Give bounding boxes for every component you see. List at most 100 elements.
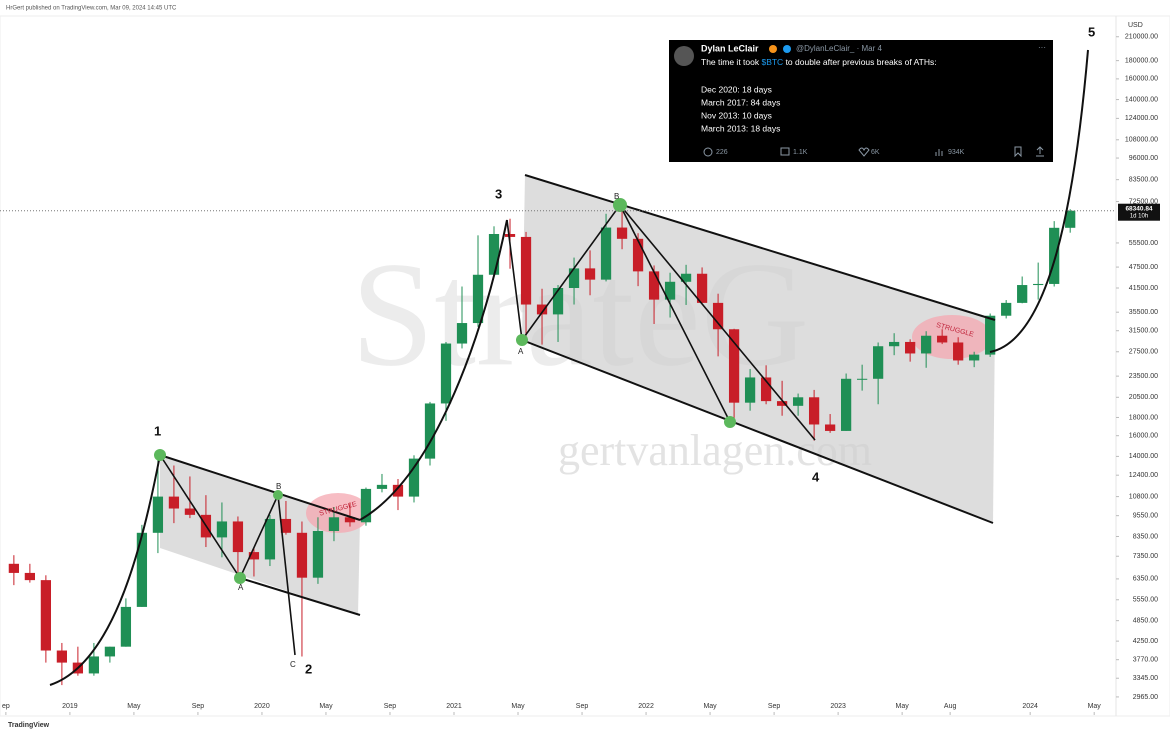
- candle-body: [8, 563, 19, 573]
- candle-body: [392, 484, 404, 497]
- struggle-zone: [912, 315, 992, 359]
- y-tick-label: 10800.00: [1129, 493, 1158, 500]
- candle-body: [344, 517, 356, 523]
- candle-body: [1065, 210, 1076, 228]
- tweet-line: March 2017: 84 days: [701, 97, 780, 107]
- x-tick-label: May: [896, 703, 910, 710]
- point-label: B: [276, 482, 281, 491]
- y-tick-label: 7350.00: [1133, 553, 1158, 560]
- candle-body: [889, 341, 900, 347]
- icon: [1036, 146, 1044, 157]
- point-label: C: [290, 660, 296, 669]
- y-tick-label: 18000.00: [1129, 414, 1158, 421]
- candle-body: [504, 234, 516, 237]
- candle-body: [696, 273, 708, 303]
- candle-body: [184, 508, 196, 515]
- frame: [0, 15, 1170, 717]
- tweet-card: Dylan LeClair @DylanLeClair_ · Mar 4 ···…: [669, 40, 1053, 162]
- candle-body: [360, 488, 372, 523]
- x-tick-label: 2022: [638, 703, 654, 710]
- candle-body: [312, 531, 324, 578]
- candle-body: [376, 484, 388, 489]
- candle-body: [152, 496, 164, 533]
- x-tick-label: Sep: [576, 703, 589, 710]
- y-tick-label: 6350.00: [1133, 576, 1158, 583]
- candle-body: [408, 458, 420, 497]
- candle-body: [56, 650, 68, 663]
- x-tick-label: 2021: [446, 703, 462, 710]
- y-tick-label: 16000.00: [1129, 433, 1158, 440]
- x-tick-label: 2023: [830, 703, 846, 710]
- candle-body: [296, 532, 308, 578]
- y-tick-label: 96000.00: [1129, 155, 1158, 162]
- y-tick-label: 72500.00: [1129, 198, 1158, 205]
- candle-body: [280, 518, 292, 533]
- candle-body: [808, 397, 820, 425]
- candle-body: [248, 552, 260, 560]
- candle-body: [1017, 285, 1028, 303]
- candle-body: [168, 496, 180, 509]
- tweet-line: Nov 2013: 10 days: [701, 110, 772, 120]
- x-tick-label: May: [1088, 703, 1102, 710]
- candle-body: [937, 335, 948, 343]
- y-tick-label: 4250.00: [1133, 638, 1158, 645]
- badge: [769, 45, 777, 53]
- y-tick-label: 2965.00: [1133, 694, 1158, 701]
- tweet-stat: 226: [716, 149, 728, 156]
- footer: TradingView: [8, 722, 50, 729]
- y-tick-label: 140000.00: [1125, 96, 1158, 103]
- badge: [783, 45, 791, 53]
- point-label: B: [614, 192, 619, 201]
- header: HrGert published on TradingView.com, Mar…: [6, 6, 177, 12]
- tweet-stat: 934K: [948, 149, 965, 156]
- x-tick-label: 2024: [1022, 703, 1038, 710]
- candle-body: [24, 572, 35, 581]
- wave-label: 2: [305, 661, 312, 676]
- icon: [703, 147, 713, 157]
- y-tick-label: 14000.00: [1129, 453, 1158, 460]
- x-tick-label: May: [703, 703, 717, 710]
- x-tick-label: May: [319, 703, 333, 710]
- candle-body: [776, 401, 788, 406]
- candle-body: [488, 234, 500, 275]
- candle-body: [440, 343, 452, 404]
- candle-body: [760, 377, 772, 402]
- candle-body: [520, 236, 532, 305]
- y-tick-label: 83500.00: [1129, 177, 1158, 184]
- candle-body: [568, 268, 580, 289]
- last-price-label: 68340.84: [1125, 205, 1152, 212]
- candle-body: [136, 532, 148, 607]
- y-tick-label: 20500.00: [1129, 394, 1158, 401]
- last-price-box: [1118, 203, 1160, 221]
- y-tick-label: 27500.00: [1129, 349, 1158, 356]
- candle-body: [88, 656, 100, 674]
- icon: [780, 147, 790, 156]
- candle-body: [969, 354, 980, 361]
- pivot-dots: [154, 198, 736, 584]
- candle-body: [648, 271, 660, 300]
- candle-body: [552, 288, 564, 315]
- y-tick-label: 124000.00: [1125, 115, 1158, 122]
- wave-label: 3: [495, 186, 502, 201]
- candle-body: [857, 378, 868, 380]
- candle-body: [232, 521, 244, 553]
- icon: [935, 149, 943, 156]
- wave-label: 4: [812, 469, 820, 484]
- tweet-stat: 1.1K: [793, 149, 808, 156]
- tweet-text: The time it took $BTC to double after pr…: [701, 57, 937, 67]
- wave-label: 5: [1088, 24, 1095, 39]
- candle-body: [616, 227, 628, 239]
- x-tick-label: May: [127, 703, 141, 710]
- y-tick-label: 108000.00: [1125, 137, 1158, 144]
- y-tick-label: 55500.00: [1129, 240, 1158, 247]
- tweet-handle: @DylanLeClair_ · Mar 4: [796, 44, 882, 53]
- y-tick-label: 35500.00: [1129, 309, 1158, 316]
- candle-body: [600, 227, 612, 280]
- wave-label: 1: [154, 423, 161, 438]
- candle-body: [712, 302, 724, 330]
- candle-body: [536, 304, 548, 315]
- y-tick-label: 47500.00: [1129, 264, 1158, 271]
- candle-body: [985, 315, 996, 355]
- y-tick-label: 5550.00: [1133, 597, 1158, 604]
